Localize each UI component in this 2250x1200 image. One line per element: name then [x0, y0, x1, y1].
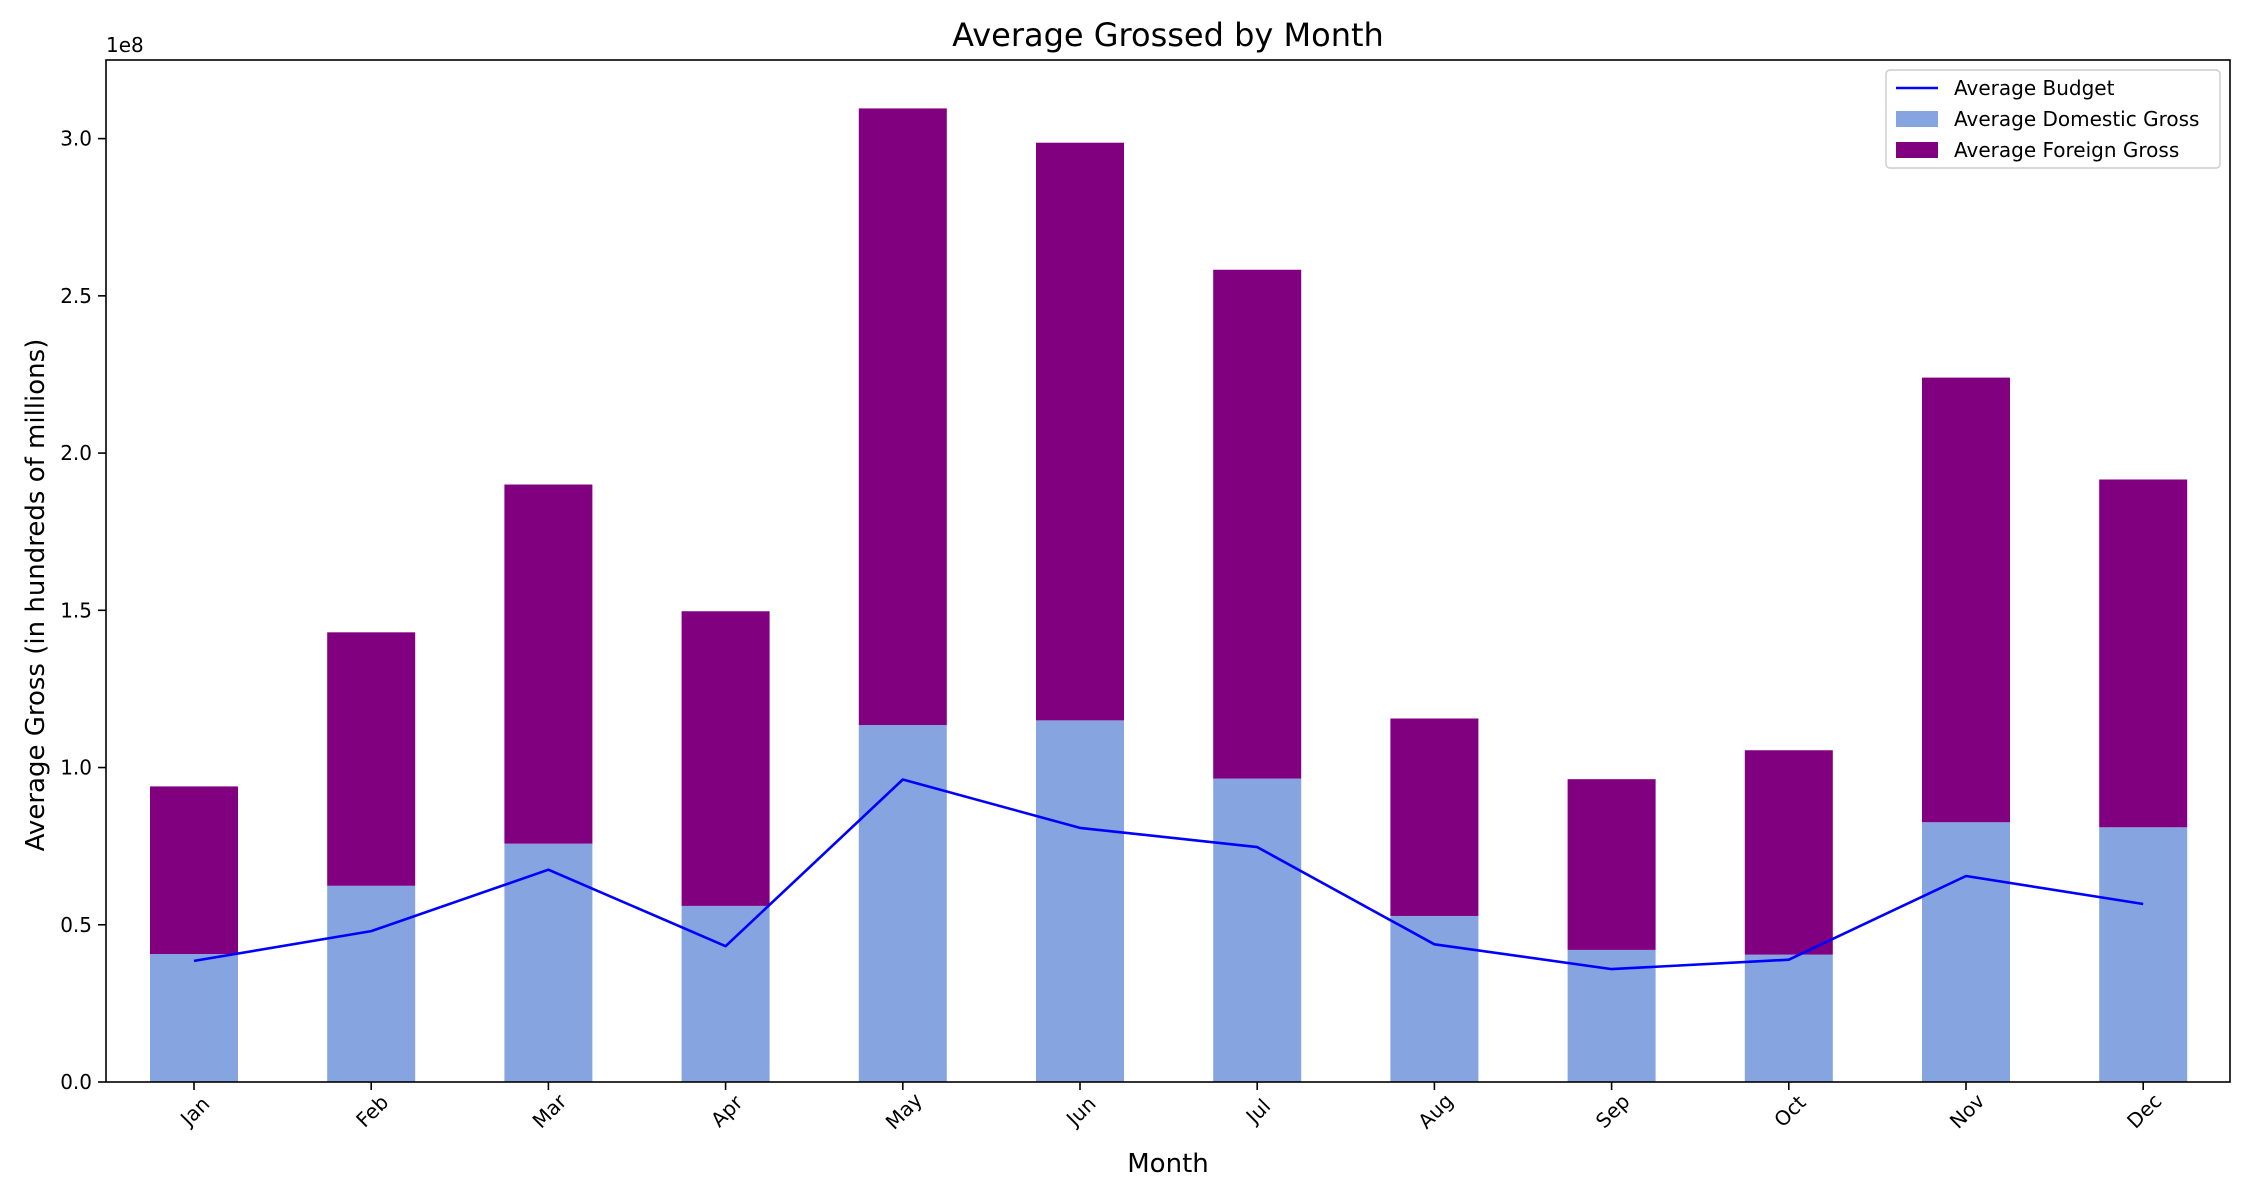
legend-swatch-foreign [1896, 142, 1938, 158]
bar-foreign-oct [1744, 750, 1833, 955]
legend-label: Average Budget [1954, 76, 2115, 100]
legend-box [1885, 69, 2221, 169]
x-tick-label-sep: Sep [1591, 1089, 1635, 1133]
y-tick-label: 2.0 [60, 441, 92, 465]
bar-foreign-jan [150, 786, 238, 955]
x-tick-label-feb: Feb [351, 1090, 393, 1132]
bar-domestic-dec [2099, 827, 2188, 1082]
bars-layer [150, 108, 2188, 1082]
x-tick-label-oct: Oct [1769, 1090, 1811, 1132]
bar-domestic-feb [327, 885, 416, 1082]
legend-label: Average Domestic Gross [1954, 107, 2199, 131]
x-tick-label-mar: Mar [528, 1089, 572, 1133]
x-axis-label: Month [1127, 1149, 1209, 1179]
bar-foreign-feb [327, 632, 416, 886]
y-tick-label: 3.0 [60, 127, 92, 151]
plot-frame [105, 59, 2231, 1083]
bar-foreign-mar [504, 484, 593, 844]
x-tick-label-dec: Dec [2122, 1089, 2166, 1133]
legend-swatch-domestic [1896, 111, 1938, 127]
y-axis-label: Average Gross (in hundreds of millions) [21, 339, 51, 852]
bar-foreign-apr [681, 611, 770, 906]
legend: Average Budget Average Domestic Gross Aver… [1885, 69, 2221, 169]
budget-line [193, 778, 2144, 971]
y-tick-label: 2.5 [60, 284, 92, 308]
y-scale-label: 1e8 [106, 33, 144, 57]
x-tick-label-may: May [881, 1088, 927, 1134]
legend-label: Average Foreign Gross [1954, 138, 2179, 162]
chart-title: Average Grossed by Month [952, 16, 1384, 54]
y-tick-label: 1.0 [60, 756, 92, 780]
bar-foreign-aug [1390, 718, 1479, 916]
bar-domestic-apr [681, 905, 770, 1082]
y-tick-label: 0.0 [60, 1070, 92, 1094]
x-tick-label-jan: Jan [174, 1092, 214, 1132]
bar-domestic-may [858, 725, 947, 1082]
bar-domestic-jun [1036, 720, 1124, 1082]
bar-foreign-dec [2099, 479, 2188, 828]
bar-domestic-aug [1390, 915, 1479, 1082]
line-layer [193, 778, 2144, 971]
bar-domestic-jan [150, 954, 238, 1082]
bar-foreign-sep [1567, 779, 1656, 950]
x-tick-label-aug: Aug [1413, 1089, 1458, 1134]
x-axis: Jan Feb Mar Apr May Jun Jul Aug Sep Oct Nov Dec [174, 1082, 2166, 1134]
bar-domestic-sep [1567, 949, 1656, 1082]
bar-foreign-jun [1036, 142, 1124, 721]
bar-foreign-may [858, 108, 947, 726]
bar-domestic-oct [1744, 954, 1833, 1082]
bar-domestic-nov [1922, 822, 2010, 1082]
x-tick-label-apr: Apr [706, 1090, 748, 1132]
y-axis: 0.0 0.5 1.0 1.5 2.0 2.5 3.0 [60, 127, 106, 1094]
x-tick-label-jun: Jun [1060, 1092, 1100, 1132]
bar-foreign-jul [1213, 269, 1302, 779]
bar-domestic-jul [1213, 778, 1302, 1082]
y-tick-label: 0.5 [60, 913, 92, 937]
x-tick-label-nov: Nov [1945, 1089, 1990, 1134]
x-tick-label-jul: Jul [1240, 1094, 1275, 1129]
y-tick-label: 1.5 [60, 598, 92, 622]
bar-foreign-nov [1922, 377, 2010, 823]
